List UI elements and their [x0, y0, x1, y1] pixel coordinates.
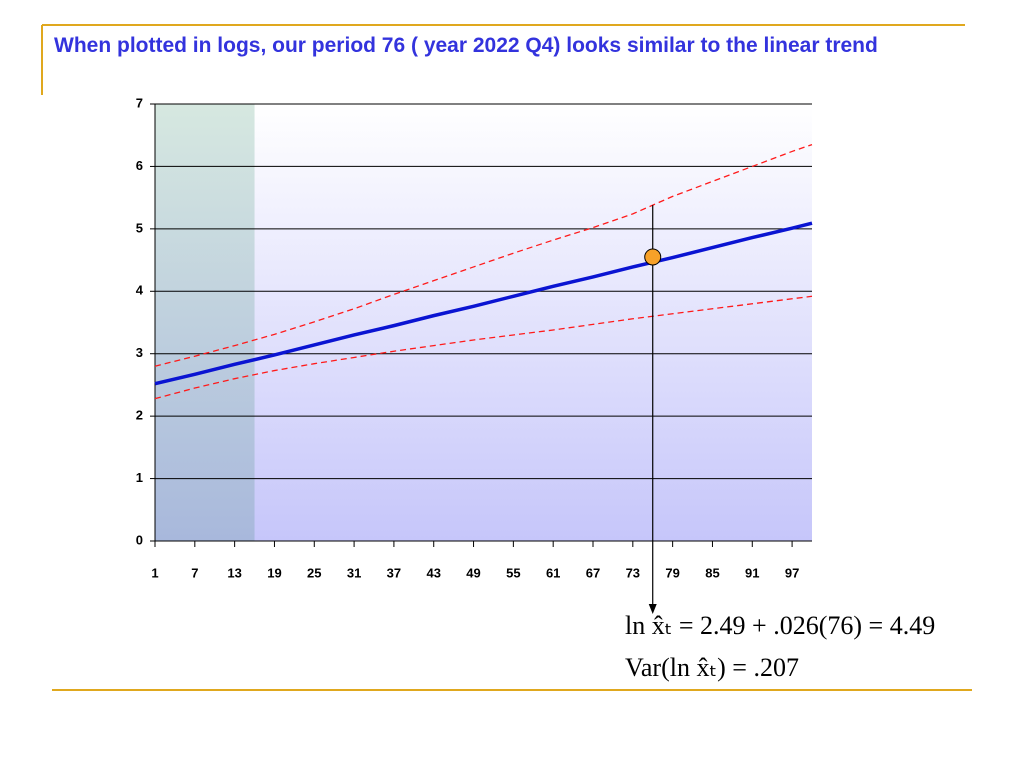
- series-line: [154, 143, 813, 367]
- y-tick-label: 2: [136, 408, 143, 423]
- highlight-point: [644, 248, 662, 266]
- series-line: [154, 295, 813, 400]
- equation: ln x̂ₜ = 2.49 + .026(76) = 4.49: [625, 611, 935, 640]
- x-tick-label: 79: [665, 565, 679, 580]
- x-tick-label: 85: [705, 565, 719, 580]
- y-tick-label: 5: [136, 220, 143, 235]
- y-tick-label: 3: [136, 345, 143, 360]
- y-tick-label: 7: [136, 95, 143, 110]
- chart-title: When plotted in logs, our period 76 ( ye…: [54, 34, 878, 57]
- x-tick-label: 97: [785, 565, 799, 580]
- x-tick-label: 61: [546, 565, 560, 580]
- plot-background: [155, 104, 812, 541]
- x-tick-label: 43: [426, 565, 440, 580]
- title-box: When plotted in logs, our period 76 ( ye…: [54, 34, 878, 57]
- x-tick-label: 91: [745, 565, 759, 580]
- x-tick-label: 31: [347, 565, 361, 580]
- series-line: [154, 221, 813, 386]
- x-tick-label: 37: [387, 565, 401, 580]
- x-tick-label: 13: [227, 565, 241, 580]
- x-tick-label: 19: [267, 565, 281, 580]
- y-tick-label: 4: [136, 283, 144, 298]
- x-tick-label: 49: [466, 565, 480, 580]
- equation: Var(ln x̂ₜ) = .207: [625, 653, 799, 682]
- y-tick-label: 0: [136, 532, 143, 547]
- x-tick-label: 1: [151, 565, 158, 580]
- arrow-head: [648, 604, 657, 614]
- y-tick-label: 6: [136, 158, 143, 173]
- x-tick-label: 73: [626, 565, 640, 580]
- x-tick-label: 7: [191, 565, 198, 580]
- y-tick-label: 1: [136, 470, 143, 485]
- x-tick-label: 25: [307, 565, 321, 580]
- x-tick-label: 55: [506, 565, 520, 580]
- x-tick-label: 67: [586, 565, 600, 580]
- shaded-region: [155, 104, 255, 541]
